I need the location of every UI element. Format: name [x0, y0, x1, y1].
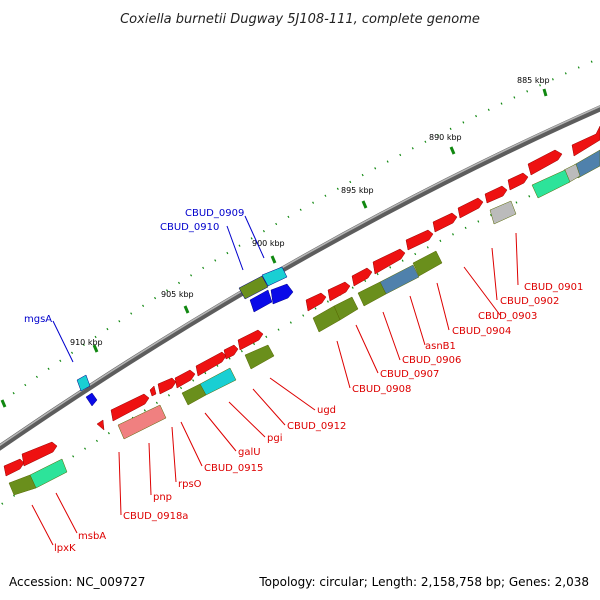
feature-box-msbA[interactable]	[29, 458, 68, 489]
label-mgsA: mgsA	[24, 314, 52, 325]
scale-label-890: 890 kbp	[429, 133, 462, 142]
gene-ugd[interactable]	[237, 329, 264, 351]
label-cbud-0910: CBUD_0910	[160, 222, 219, 233]
gene-cbud-0912[interactable]	[305, 292, 327, 312]
gene-pnp[interactable]	[149, 385, 157, 397]
gene-cbud-0904[interactable]	[484, 185, 508, 204]
gene-cbud-0907[interactable]	[405, 229, 434, 251]
gene-cbud-0910b[interactable]	[270, 283, 294, 305]
feature-box-0908[interactable]	[312, 305, 341, 333]
feature-box-pnp[interactable]	[117, 404, 167, 440]
feature-box-0909-cyan[interactable]	[261, 266, 288, 287]
gene-pgi[interactable]	[223, 344, 239, 360]
feature-track	[8, 149, 600, 496]
gene-cbud-0902[interactable]	[527, 149, 563, 176]
chromosome-backbone	[0, 105, 600, 451]
label-ugd: ugd	[317, 405, 336, 416]
gene-cbud-0906[interactable]	[432, 212, 458, 233]
gene-cbud-0911[interactable]	[327, 281, 351, 302]
label-cbud-0907: CBUD_0907	[380, 369, 439, 380]
map-title: Coxiella burnetii Dugway 5J108-111, comp…	[120, 12, 480, 27]
scale-label-895: 895 kbp	[341, 186, 374, 195]
label-galU: galU	[238, 447, 261, 458]
gene-small-arrow[interactable]	[96, 419, 105, 431]
feature-box-lpxK[interactable]	[8, 474, 37, 496]
scale-ticks	[0, 88, 548, 408]
label-asnB1: asnB1	[425, 341, 456, 352]
label-leaders	[31, 215, 519, 546]
scale-label-910: 910 kbp	[70, 338, 103, 347]
label-lpxK: lpxK	[54, 543, 76, 554]
label-cbud-0904: CBUD_0904	[452, 326, 511, 337]
gene-cbud-0903[interactable]	[507, 172, 529, 191]
label-cbud-0912: CBUD_0912	[287, 421, 346, 432]
blue-features	[76, 266, 294, 407]
feature-box-asnB1[interactable]	[379, 264, 420, 295]
label-rpsO: rpsO	[178, 479, 202, 490]
scale-label-900: 900 kbp	[252, 239, 285, 248]
feature-box-pgi[interactable]	[181, 383, 207, 406]
label-cbud-0915: CBUD_0915	[204, 463, 263, 474]
feature-box-0909[interactable]	[238, 275, 269, 300]
label-pnp: pnp	[153, 492, 172, 503]
gene-track-forward	[3, 125, 600, 477]
gene-cbud-0908b[interactable]	[351, 267, 373, 287]
label-msbA: msbA	[78, 531, 106, 542]
label-cbud-0901: CBUD_0901	[524, 282, 583, 293]
label-cbud-0903: CBUD_0903	[478, 311, 537, 322]
label-cbud-0906: CBUD_0906	[402, 355, 461, 366]
gene-cbud-0915[interactable]	[174, 369, 196, 389]
feature-box-mgsA[interactable]	[76, 374, 91, 392]
gene-cbud-0905[interactable]	[457, 197, 484, 219]
gene-lpxK[interactable]	[3, 458, 25, 477]
label-cbud-0918a: CBUD_0918a	[123, 511, 188, 522]
label-pgi: pgi	[267, 433, 282, 444]
gene-cbud-0908[interactable]	[372, 248, 406, 275]
genome-stats-text: Topology: circular; Length: 2,158,758 bp…	[258, 575, 589, 589]
gene-mgsA[interactable]	[85, 392, 98, 407]
scale-track	[0, 57, 600, 405]
feature-box-0906[interactable]	[357, 281, 387, 307]
feature-box-0902[interactable]	[531, 169, 571, 199]
scale-label-905: 905 kbp	[161, 290, 194, 299]
gene-rpsO[interactable]	[157, 377, 177, 395]
gene-cbud-0901[interactable]	[571, 125, 600, 157]
label-cbud-0908: CBUD_0908	[352, 384, 411, 395]
feature-box-0903[interactable]	[489, 200, 517, 225]
label-cbud-0909: CBUD_0909	[185, 208, 244, 219]
gene-msbA[interactable]	[21, 441, 58, 467]
label-cbud-0902: CBUD_0902	[500, 296, 559, 307]
scale-label-885: 885 kbp	[517, 76, 550, 85]
feature-box-0912[interactable]	[244, 344, 275, 370]
gene-cbud-0918a[interactable]	[110, 393, 150, 422]
feature-box-0904[interactable]	[412, 250, 443, 277]
gene-cbud-0910[interactable]	[249, 289, 273, 313]
gene-galU[interactable]	[195, 351, 227, 377]
accession-text: Accession: NC_009727	[9, 575, 145, 589]
